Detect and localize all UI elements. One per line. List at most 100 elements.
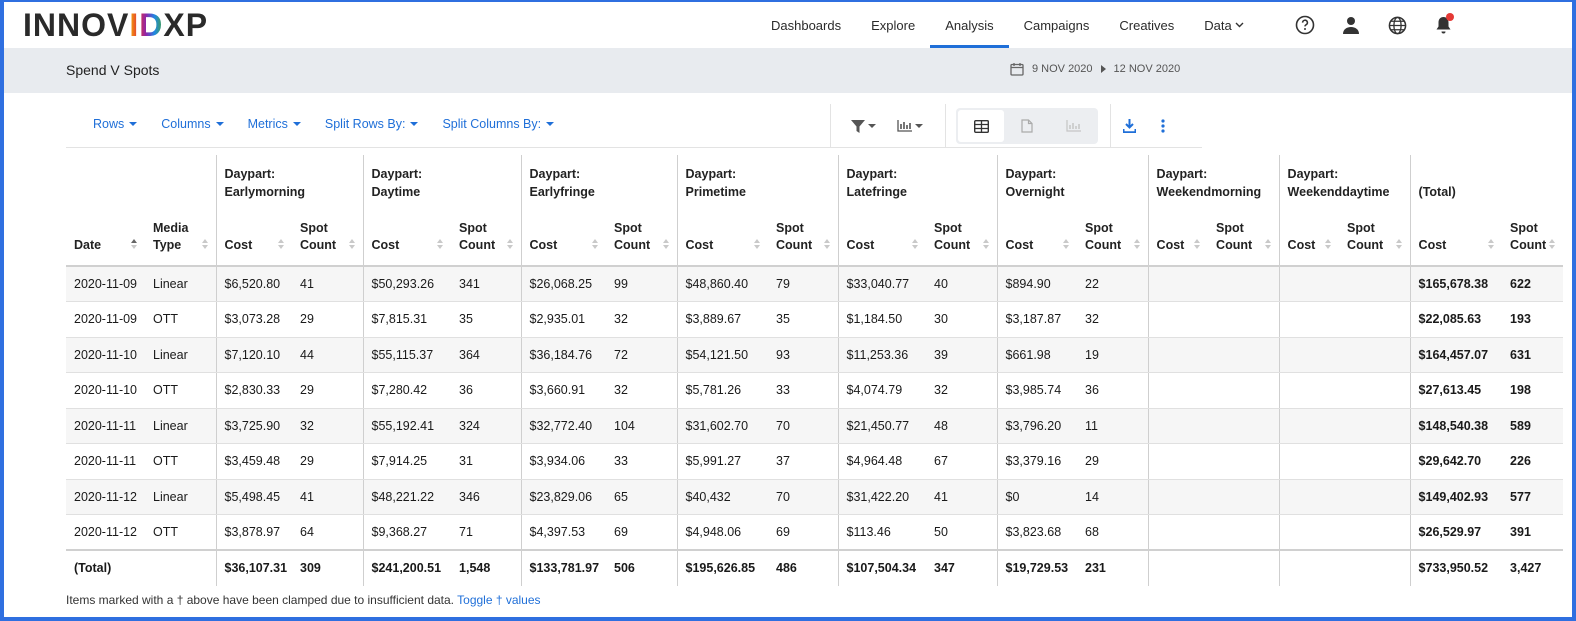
date-range-picker[interactable]: 9 NOV 2020 12 NOV 2020 [1010,62,1180,76]
nav-explore[interactable]: Explore [856,2,930,48]
sort-icon[interactable] [1325,239,1332,249]
nav-campaigns[interactable]: Campaigns [1009,2,1105,48]
sort-icon[interactable] [1264,239,1271,249]
help-button[interactable] [1282,2,1328,48]
cost-column-header[interactable]: Cost [837,210,927,267]
cost-column-header[interactable]: Cost [1409,210,1503,267]
chart-view-button[interactable] [1050,110,1096,142]
spot-count-column-header[interactable]: Spot Count [768,210,839,267]
sort-icon[interactable] [1488,239,1495,249]
sort-icon[interactable] [1063,239,1070,249]
more-options-button[interactable] [1147,108,1179,144]
sort-icon[interactable] [437,239,444,249]
cost-column-header[interactable]: Cost [676,210,769,267]
date-column-header[interactable]: Date [66,210,145,267]
total-spot-count-cell: 193 [1502,301,1564,338]
sort-icon[interactable] [662,239,669,249]
sort-icon[interactable] [1395,239,1402,249]
cost-column-header[interactable]: Cost [520,210,607,267]
table-row[interactable]: 2020-11-09 Linear $6,520.80 41 $50,293.26 341… [66,266,1564,302]
sort-icon[interactable] [1194,239,1201,249]
spot-count-cell [1208,372,1280,409]
total-spot-count-cell: 622 [1502,266,1564,302]
sort-icon[interactable] [506,239,513,249]
table-row[interactable]: 2020-11-09 OTT $3,073.28 29 $7,815.31 35 $2,93… [66,301,1564,338]
table-row[interactable]: 2020-11-10 Linear $7,120.10 44 $55,115.37 364… [66,337,1564,373]
metrics-dropdown[interactable]: Metrics [248,117,301,131]
spot-count-cell [1339,514,1411,551]
spot-count-cell: 64 [292,514,364,551]
columns-dropdown[interactable]: Columns [161,117,224,131]
chart-options-button[interactable] [887,108,933,144]
media-type-cell: OTT [145,443,216,480]
cost-cell: $4,964.48 [837,443,927,480]
spot-count-column-header[interactable]: Spot Count [1077,210,1149,267]
spot-count-column-header[interactable]: Spot Count [292,210,364,267]
spot-count-column-header[interactable]: Spot Count [1339,210,1411,267]
sort-icon[interactable] [982,239,989,249]
cost-cell: $55,192.41 [362,408,452,444]
table-row[interactable]: 2020-11-11 Linear $3,725.90 32 $55,192.41 324… [66,408,1564,444]
cost-column-header[interactable]: Cost [362,210,452,267]
nav-creatives[interactable]: Creatives [1104,2,1189,48]
total-spot-count-cell: 1,548 [451,549,522,586]
cost-column-header[interactable]: Cost [1278,210,1340,267]
caret-down-icon [867,124,876,128]
spot-count-cell: 39 [926,337,998,373]
spot-count-column-header[interactable]: Spot Count [926,210,998,267]
cost-cell: $5,781.26 [676,372,769,409]
cost-column-header[interactable]: Cost [215,210,292,267]
cost-column-header[interactable]: Cost [1147,210,1209,267]
sort-icon[interactable] [1549,239,1556,249]
download-button[interactable] [1111,108,1147,144]
cost-cell: $36,184.76 [520,337,607,373]
sort-icon[interactable] [278,239,284,249]
notifications-button[interactable] [1420,2,1466,48]
spot-count-cell: 44 [292,337,364,373]
total-spot-count-cell: 347 [926,549,998,586]
spot-count-column-header[interactable]: Spot Count [1502,210,1564,267]
date-cell: 2020-11-09 [66,301,145,338]
rows-dropdown[interactable]: Rows [93,117,138,131]
sort-icon[interactable] [823,239,830,249]
spot-count-cell: 29 [292,372,364,409]
innovid-xp-logo[interactable]: INNOV ID XP [23,7,208,43]
spot-count-column-header[interactable]: Spot Count [1208,210,1280,267]
sort-icon[interactable] [201,239,208,249]
table-row[interactable]: 2020-11-10 OTT $2,830.33 29 $7,280.42 36 $3,66… [66,372,1564,409]
table-row[interactable]: 2020-11-11 OTT $3,459.48 29 $7,914.25 31 $3,93… [66,443,1564,480]
user-button[interactable] [1328,2,1374,48]
nav-data[interactable]: Data [1189,2,1259,48]
filter-button[interactable] [839,108,887,144]
sort-icon[interactable] [348,239,355,249]
table-view-button[interactable] [958,110,1004,142]
split-columns-dropdown[interactable]: Split Columns By: [442,117,555,131]
cost-cell: $3,823.68 [996,514,1078,551]
spot-count-cell: 71 [451,514,522,551]
cost-cell: $1,184.50 [837,301,927,338]
nav-dashboards[interactable]: Dashboards [756,2,856,48]
sort-icon[interactable] [754,239,761,249]
language-button[interactable] [1374,2,1420,48]
total-cost-cell: $27,613.45 [1409,372,1503,409]
table-row[interactable]: 2020-11-12 Linear $5,498.45 41 $48,221.22 346… [66,479,1564,515]
nav-analysis[interactable]: Analysis [930,2,1010,48]
total-spot-count-cell: 226 [1502,443,1564,480]
sort-icon[interactable] [592,239,599,249]
sort-icon[interactable] [912,239,919,249]
media-type-column-header[interactable]: Media Type [145,210,216,267]
spot-count-column-header[interactable]: Spot Count [606,210,678,267]
toggle-clamped-values-link[interactable]: Toggle † values [457,593,541,607]
sort-icon[interactable] [1133,239,1140,249]
sort-ascending-icon[interactable] [131,239,137,249]
grand-total-cost-cell: $733,950.52 [1409,549,1503,586]
document-view-button[interactable] [1004,110,1050,142]
clamp-footnote: Items marked with a † above have been cl… [66,593,541,607]
cost-cell: $11,253.36 [837,337,927,373]
spot-count-column-header[interactable]: Spot Count [451,210,522,267]
split-rows-dropdown[interactable]: Split Rows By: [325,117,419,131]
table-row[interactable]: 2020-11-12 OTT $3,878.97 64 $9,368.27 71 $4,39… [66,514,1564,551]
split-columns-label: Split Columns By: [442,117,542,131]
cost-column-header[interactable]: Cost [996,210,1078,267]
daypart-name: Weekendmorning [1156,185,1262,199]
